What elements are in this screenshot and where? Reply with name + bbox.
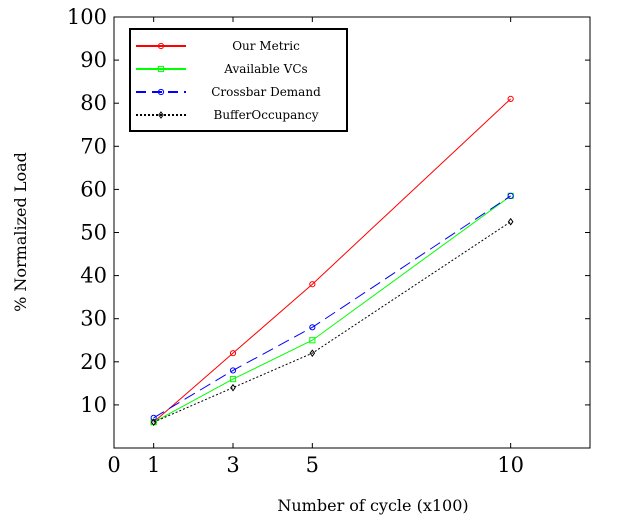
series-line-bufferoccupancy	[153, 221, 511, 423]
series-line-crossbar-demand	[153, 195, 511, 419]
x-tick-label: 0	[107, 453, 120, 477]
y-tick-label: 100	[67, 5, 107, 29]
legend-label: Crossbar Demand	[211, 85, 321, 99]
x-tick-label: 5	[306, 453, 319, 477]
data-point-crossbar-demand	[507, 192, 514, 199]
y-tick-label: 60	[80, 177, 107, 201]
series-line-available-vcs	[153, 195, 511, 423]
data-point-our-metric	[229, 350, 237, 357]
legend-label: Our Metric	[232, 39, 300, 53]
data-point-bufferoccupancy	[507, 217, 514, 226]
y-tick-label: 30	[80, 307, 107, 331]
legend-label: Available VCs	[223, 62, 307, 76]
legend-marker	[157, 65, 165, 73]
axes	[113, 16, 591, 449]
data-point-available-vcs	[309, 337, 316, 344]
x-tick-label: 1	[147, 453, 160, 477]
legend-marker	[157, 42, 165, 50]
y-tick-label: 10	[80, 393, 107, 417]
y-axis-label: % Normalized Load	[11, 152, 30, 312]
data-point-crossbar-demand	[150, 414, 157, 421]
x-tick-label: 10	[497, 453, 524, 477]
data-point-bufferoccupancy	[309, 349, 316, 358]
tick-labels: 10 20 30 40 50 60 70 80 90 100 0 1 3 5 10	[67, 5, 524, 477]
series-lines	[150, 95, 514, 426]
y-tick-label: 90	[80, 48, 107, 72]
y-tick-label: 80	[80, 91, 107, 115]
data-point-crossbar-demand	[309, 324, 316, 331]
data-point-available-vcs	[229, 375, 237, 383]
x-axis-label: Number of cycle (x100)	[277, 496, 468, 515]
data-point-our-metric	[507, 95, 514, 102]
data-point-bufferoccupancy	[150, 418, 157, 426]
data-point-crossbar-demand	[229, 367, 237, 374]
data-point-our-metric	[309, 281, 316, 288]
data-point-bufferoccupancy	[230, 383, 236, 392]
legend-label: BufferOccupancy	[214, 108, 319, 122]
x-tick-label: 3	[226, 453, 239, 477]
legend: Our Metric Available VCs Crossbar Demand Bu…	[129, 28, 348, 132]
legend-marker	[158, 111, 164, 119]
series-line-our-metric	[153, 98, 512, 423]
y-tick-label: 70	[80, 134, 107, 158]
y-tick-label: 40	[80, 264, 107, 288]
y-tick-label: 20	[80, 350, 107, 374]
y-tick-label: 50	[80, 221, 107, 245]
legend-marker	[157, 88, 165, 96]
